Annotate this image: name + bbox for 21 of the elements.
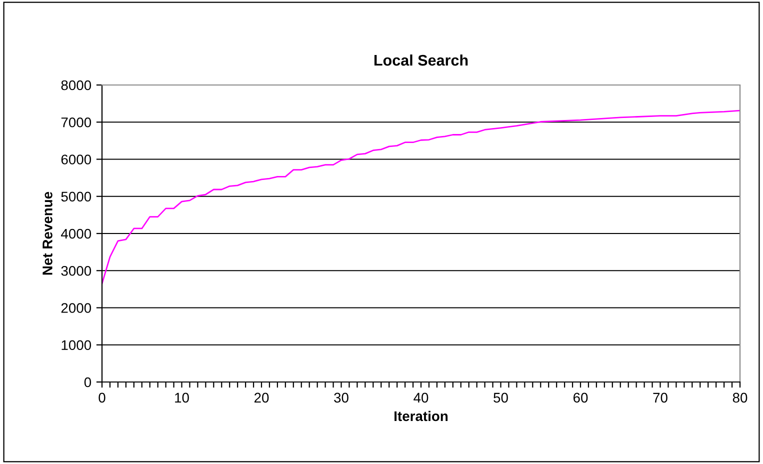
x-tick-label: 0 (98, 392, 106, 403)
x-tick-label: 80 (732, 392, 748, 403)
y-axis-title: Net Revenue (42, 192, 52, 275)
x-tick-label: 70 (653, 392, 668, 403)
x-tick-label: 30 (334, 392, 348, 403)
y-tick-label: 7000 (61, 117, 92, 128)
y-tick-label: 1000 (62, 340, 92, 350)
y-tick-label: 6000 (61, 154, 92, 164)
y-tick-label: 0 (84, 377, 92, 388)
y-tick-label: 3000 (61, 266, 92, 276)
y-tick-label: 8000 (61, 80, 92, 90)
y-tick-label: 5000 (61, 192, 92, 202)
x-tick-label: 50 (494, 392, 508, 403)
x-axis-title: Iteration (394, 410, 448, 422)
x-tick-label: 60 (573, 392, 588, 403)
x-tick-label: 40 (414, 392, 428, 403)
chart-title: Local Search (374, 54, 468, 66)
y-tick-label: 4000 (61, 228, 92, 239)
x-tick-label: 20 (254, 392, 269, 403)
y-tick-label: 2000 (61, 303, 92, 313)
x-tick-label: 10 (175, 392, 189, 403)
